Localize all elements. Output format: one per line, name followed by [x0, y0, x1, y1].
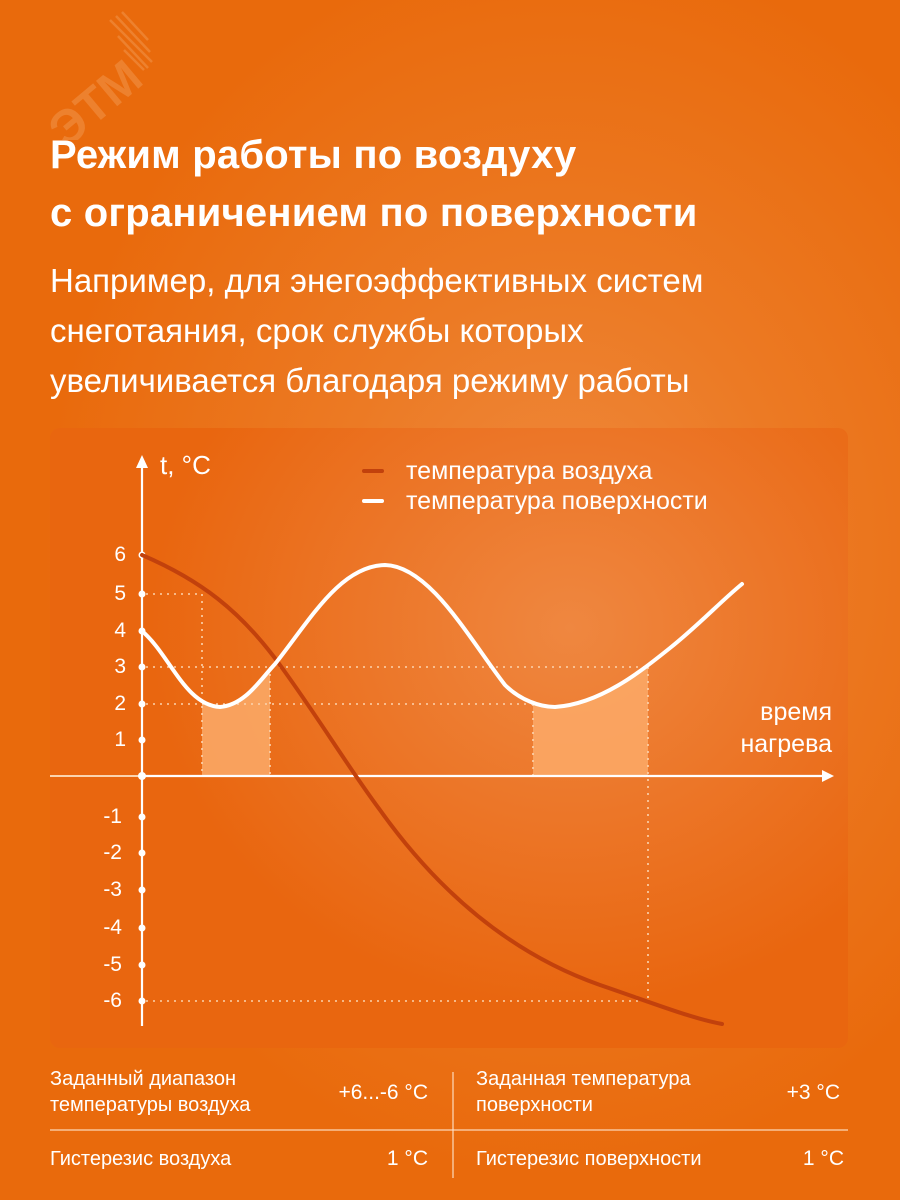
- title-line-2: с ограничением по поверхности: [50, 191, 698, 235]
- subtitle-line-3: увеличивается благодаря режиму работы: [50, 362, 690, 399]
- surface-temp-value: +3 °C: [786, 1081, 840, 1104]
- y-tick-minus-6: -6: [103, 989, 122, 1012]
- etm-logo-watermark: ЭТМ: [39, 11, 153, 140]
- subtitle-line-2: снеготаяния, срок службы которых: [50, 312, 584, 349]
- page-subtitle: Например, для энегоэффективных систем сн…: [50, 256, 703, 406]
- reference-gridlines: [146, 593, 649, 1002]
- y-tick-minus-1: -1: [103, 805, 122, 828]
- page-title: Режим работы по воздуху с ограничением п…: [50, 126, 698, 242]
- parameters-table: Заданный диапазон температуры воздуха +6…: [50, 1064, 848, 1184]
- air-range-label-line-2: температуры воздуха: [50, 1094, 251, 1116]
- y-tick-minus-4: -4: [103, 916, 122, 939]
- air-hysteresis-label: Гистерезис воздуха: [50, 1148, 232, 1170]
- chart-panel: [50, 428, 848, 1048]
- y-tick-minus-2: -2: [103, 841, 122, 864]
- legend-label-air: температура воздуха: [406, 457, 653, 485]
- title-line-1: Режим работы по воздуху: [50, 133, 577, 177]
- subtitle-line-1: Например, для энегоэффективных систем: [50, 262, 704, 299]
- air-range-label: Заданный диапазон температуры воздуха: [50, 1066, 250, 1118]
- y-tick-1: 1: [114, 728, 126, 751]
- surface-temp-label-line-2: поверхности: [476, 1094, 593, 1116]
- y-tick-5: 5: [114, 582, 126, 605]
- y-tick-minus-3: -3: [103, 878, 122, 901]
- surface-hysteresis-value: 1 °C: [802, 1147, 844, 1170]
- legend-item-surface: температура поверхности: [362, 486, 708, 516]
- air-range-value: +6...-6 °C: [338, 1081, 428, 1104]
- y-tick-3: 3: [114, 655, 126, 678]
- x-axis-label: время нагрева: [740, 696, 832, 760]
- y-tick-4: 4: [114, 619, 126, 642]
- chart-legend: температура воздуха температура поверхно…: [362, 456, 708, 516]
- heating-interval-2: [533, 667, 648, 776]
- table-divider-horizontal: [50, 1129, 848, 1131]
- air-hysteresis-value: 1 °C: [386, 1147, 428, 1170]
- legend-swatch-surface: [362, 499, 384, 503]
- x-axis-label-line-1: время: [760, 698, 832, 726]
- logo-stripes-icon: [109, 11, 153, 71]
- surface-temp-label: Заданная температура поверхности: [476, 1066, 691, 1118]
- surface-temp-label-line-1: Заданная температура: [476, 1068, 691, 1090]
- y-axis-arrow-icon: [136, 455, 148, 468]
- y-tick-6: 6: [114, 543, 126, 566]
- y-axis-label: t, °C: [160, 450, 211, 480]
- table-divider-vertical: [452, 1072, 454, 1178]
- surface-hysteresis-label: Гистерезис поверхности: [476, 1148, 702, 1170]
- heating-interval-1: [202, 668, 270, 776]
- legend-item-air: температура воздуха: [362, 456, 708, 486]
- air-temperature-line: [140, 553, 724, 1026]
- x-axis-label-line-2: нагрева: [740, 730, 832, 758]
- y-tick-minus-5: -5: [103, 953, 122, 976]
- legend-swatch-air: [362, 469, 384, 473]
- x-axis-arrow-icon: [822, 770, 834, 782]
- surface-temperature-line: [140, 562, 744, 710]
- y-tick-2: 2: [114, 692, 126, 715]
- legend-label-surface: температура поверхности: [406, 487, 708, 515]
- air-range-label-line-1: Заданный диапазон: [50, 1068, 236, 1090]
